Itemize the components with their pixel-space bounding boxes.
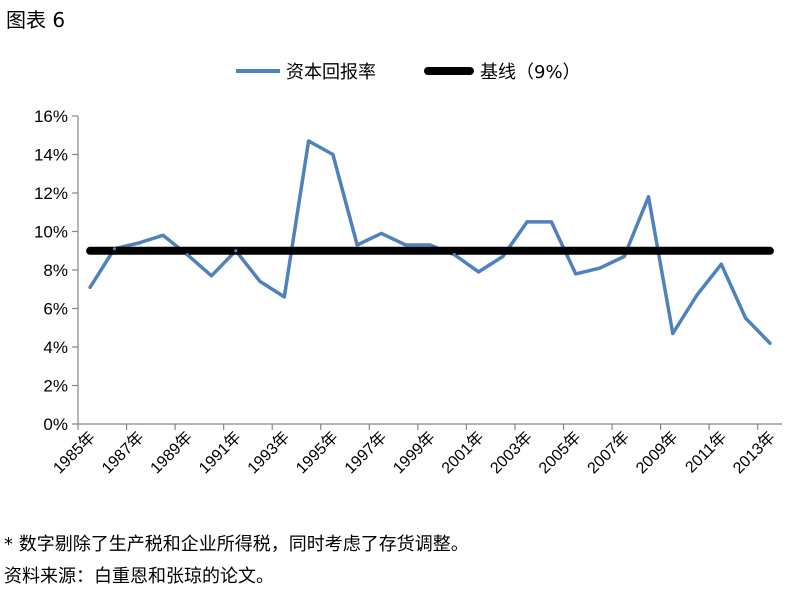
- data-point-capital-return: [88, 285, 92, 289]
- data-point-capital-return: [549, 220, 553, 224]
- data-point-capital-return: [282, 295, 286, 299]
- x-tick-label: 1993年: [244, 428, 293, 477]
- data-point-capital-return: [209, 274, 214, 278]
- y-tick-label: 0%: [43, 415, 68, 434]
- legend-label-series-0: 资本回报率: [286, 62, 376, 83]
- y-tick-label: 2%: [43, 377, 68, 396]
- x-tick-label: 1987年: [98, 428, 147, 477]
- data-point-capital-return: [161, 233, 165, 237]
- x-tick-label: 2005年: [535, 428, 584, 477]
- line-chart: 0%2%4%6%8%10%12%14%16%1985年 1987年 1989年 199…: [34, 107, 782, 477]
- data-point-capital-return: [525, 220, 529, 224]
- data-point-capital-return: [428, 243, 432, 247]
- x-tick-label: 1991年: [195, 428, 244, 477]
- data-point-capital-return: [501, 254, 505, 259]
- x-tick-label: 2007年: [584, 428, 633, 477]
- y-tick-label: 16%: [34, 107, 68, 126]
- data-point-capital-return: [476, 270, 481, 274]
- data-point-capital-return: [452, 253, 456, 257]
- x-tick-label: 2009年: [632, 428, 681, 477]
- data-point-capital-return: [112, 247, 117, 251]
- x-tick-label: 1989年: [147, 428, 196, 477]
- x-tick-label: 2013年: [729, 428, 778, 477]
- series-line-capital-return: [88, 139, 772, 345]
- x-tick-label: 1985年: [50, 428, 99, 477]
- legend-item-series-1: 基线（9%）: [424, 56, 581, 86]
- data-point-capital-return: [671, 331, 675, 336]
- chart-legend: 资本回报率 基线（9%）: [0, 56, 796, 86]
- data-point-capital-return: [695, 293, 699, 297]
- data-point-capital-return: [307, 139, 311, 143]
- data-point-capital-return: [574, 272, 578, 276]
- legend-label-series-1: 基线（9%）: [480, 62, 581, 83]
- x-tick-label: 1997年: [341, 428, 390, 477]
- x-tick-label: 1999年: [390, 428, 439, 477]
- figure-label: 图表 6: [6, 8, 66, 32]
- data-point-capital-return: [404, 243, 408, 247]
- legend-item-series-0: 资本回报率: [236, 56, 376, 86]
- legend-swatch-series-1: [424, 67, 474, 75]
- data-point-capital-return: [379, 231, 384, 236]
- data-point-capital-return: [768, 341, 772, 345]
- data-point-capital-return: [622, 254, 626, 259]
- y-tick-label: 12%: [34, 184, 68, 203]
- y-tick-label: 4%: [43, 338, 68, 357]
- data-point-capital-return: [598, 266, 602, 270]
- data-point-capital-return: [331, 152, 335, 157]
- x-tick-label: 2011年: [682, 428, 730, 476]
- chart-footnote: * 数字剔除了生产税和企业所得税，同时考虑了存货调整。: [4, 534, 469, 555]
- data-point-capital-return: [646, 195, 651, 199]
- data-point-capital-return: [258, 279, 262, 284]
- x-tick-label: 2003年: [487, 428, 536, 477]
- data-point-capital-return: [743, 316, 748, 320]
- y-tick-label: 10%: [34, 223, 68, 242]
- x-tick-label: 2001年: [438, 428, 487, 477]
- data-point-capital-return: [185, 253, 189, 257]
- data-point-capital-return: [137, 241, 141, 245]
- y-tick-label: 14%: [34, 146, 68, 165]
- data-point-capital-return: [355, 243, 359, 247]
- data-point-capital-return: [719, 262, 723, 266]
- chart-source: 资料来源：白重恩和张琼的论文。: [4, 566, 274, 587]
- data-point-capital-return: [234, 249, 238, 253]
- legend-swatch-series-0: [236, 69, 280, 73]
- y-tick-label: 8%: [43, 261, 68, 280]
- y-tick-label: 6%: [43, 300, 68, 319]
- x-tick-label: 1995年: [293, 428, 342, 477]
